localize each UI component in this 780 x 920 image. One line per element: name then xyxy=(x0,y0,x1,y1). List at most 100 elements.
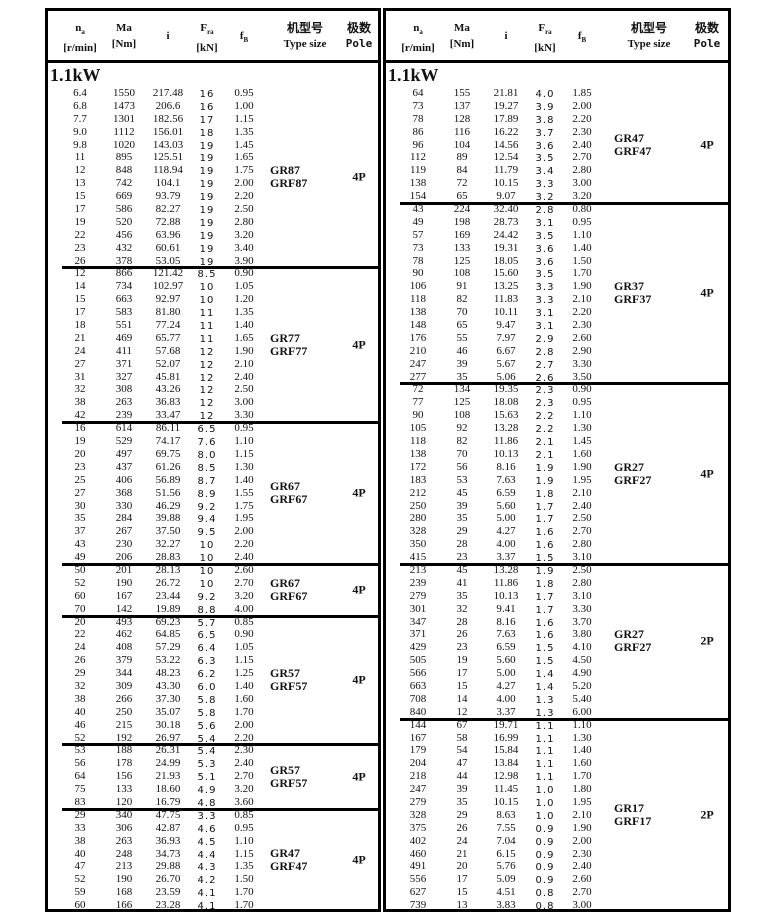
cell-i: 5.00 xyxy=(496,512,516,525)
cell-ma: 742 xyxy=(115,177,133,190)
type-size-name: GRF47 xyxy=(614,144,652,158)
cell-fb: 1.60 xyxy=(234,692,254,705)
cell-fb: 2.40 xyxy=(572,499,592,512)
cell-na: 59 xyxy=(74,886,86,899)
cell-fb: 2.00 xyxy=(572,834,592,847)
cell-ma: 120 xyxy=(115,795,133,808)
cell-na: 12 xyxy=(74,164,86,177)
cell-i: 11.83 xyxy=(493,293,519,306)
cell-i: 26.97 xyxy=(155,731,181,744)
cell-ma: 15 xyxy=(456,679,468,692)
cell-fra: 2.9 xyxy=(535,333,555,345)
cell-fb: 2.70 xyxy=(572,886,592,899)
cell-fb: 3.20 xyxy=(234,783,254,796)
cell-i: 13.25 xyxy=(493,280,519,293)
cell-fb: 2.00 xyxy=(572,99,592,112)
cell-fra: 1.1 xyxy=(535,759,555,771)
cell-fra: 19 xyxy=(199,153,215,165)
header-fb-line: fB xyxy=(564,28,600,48)
header-fb-subscript: B xyxy=(243,36,249,45)
cell-ma: 70 xyxy=(456,306,468,319)
cell-fra: 16 xyxy=(199,89,215,100)
cell-fra: 6.5 xyxy=(197,424,217,436)
cell-na: 77 xyxy=(412,396,424,409)
header-type-en: Type size xyxy=(283,38,327,50)
cell-fra: 2.8 xyxy=(535,205,555,217)
cell-i: 10.15 xyxy=(493,177,519,190)
cell-ma: 406 xyxy=(115,473,133,486)
cell-ma: 104 xyxy=(453,138,471,151)
cell-na: 42 xyxy=(74,409,86,422)
cell-fra: 3.5 xyxy=(535,269,555,281)
cell-na: 70 xyxy=(74,602,86,615)
cell-i: 92.97 xyxy=(155,293,181,306)
cell-i: 3.37 xyxy=(496,551,516,564)
type-size-label: GR27 GRF27 xyxy=(614,628,651,654)
cell-i: 182.56 xyxy=(152,112,184,125)
header-fra-line: Fra xyxy=(528,20,562,40)
cell-ma: 1112 xyxy=(113,125,135,138)
cell-na: 179 xyxy=(409,744,427,757)
cell-fb: 1.05 xyxy=(234,641,254,654)
header-fra-line: Fra xyxy=(190,20,224,40)
cell-i: 8.16 xyxy=(496,460,516,473)
cell-na: 38 xyxy=(74,834,86,847)
cell-ma: 32 xyxy=(456,602,468,615)
cell-ma: 70 xyxy=(456,447,468,460)
cell-i: 61.26 xyxy=(155,460,181,473)
cell-i: 21.81 xyxy=(493,87,519,99)
cell-fra: 8.0 xyxy=(197,449,217,461)
cell-ma: 55 xyxy=(456,331,468,344)
cell-fra: 1.7 xyxy=(535,514,555,526)
cell-na: 210 xyxy=(409,344,427,357)
cell-ma: 206 xyxy=(115,551,133,564)
cell-fb: 1.95 xyxy=(572,795,592,808)
cell-i: 26.70 xyxy=(155,873,181,886)
cell-ma: 35 xyxy=(456,795,468,808)
cell-fb: 0.95 xyxy=(234,422,254,435)
cell-fb: 1.30 xyxy=(572,731,592,744)
left-table: na [r/min] Ma [Nm] i Fra [kN] fB 机型号 Type size 极数 P… xyxy=(45,8,381,912)
cell-i: 15.60 xyxy=(493,267,519,280)
cell-i: 53.22 xyxy=(155,654,181,667)
cell-fb: 3.20 xyxy=(572,190,592,203)
cell-fb: 2.80 xyxy=(572,164,592,177)
cell-i: 5.76 xyxy=(496,860,516,873)
cell-i: 8.16 xyxy=(496,615,516,628)
cell-na: 371 xyxy=(409,628,427,641)
cell-fra: 1.5 xyxy=(535,643,555,655)
cell-fb: 1.90 xyxy=(572,821,592,834)
cell-fra: 2.7 xyxy=(535,359,555,371)
cell-na: 13 xyxy=(74,177,86,190)
cell-na: 154 xyxy=(409,190,427,203)
type-size-name: GRF57 xyxy=(270,775,308,790)
cell-fb: 1.65 xyxy=(234,331,254,344)
cell-i: 11.86 xyxy=(493,435,519,448)
cell-fra: 1.1 xyxy=(535,746,555,758)
cell-fb: 2.20 xyxy=(234,538,254,551)
type-size-name: GRF37 xyxy=(614,292,652,307)
cell-na: 26 xyxy=(74,254,86,267)
cell-i: 7.63 xyxy=(496,628,516,641)
header-type-cn: 机型号 xyxy=(630,21,667,35)
cell-na: 52 xyxy=(74,576,86,589)
cell-na: 250 xyxy=(409,499,427,512)
cell-fb: 3.60 xyxy=(234,795,254,808)
cell-fra: 3.3 xyxy=(535,295,555,307)
cell-fra: 2.8 xyxy=(535,346,555,358)
cell-fra: 3.5 xyxy=(535,230,555,242)
cell-na: 15 xyxy=(74,190,86,203)
type-size-name: GRF67 xyxy=(270,588,308,603)
cell-fra: 12 xyxy=(199,385,215,397)
header-na-line: na xyxy=(60,20,100,40)
cell-ma: 379 xyxy=(115,654,133,667)
header-pole: 极数 Pole xyxy=(340,20,378,52)
cell-na: 56 xyxy=(74,757,86,770)
cell-fb: 1.40 xyxy=(234,319,254,332)
cell-na: 40 xyxy=(74,847,86,860)
cell-fra: 19 xyxy=(199,140,215,152)
type-group: 20 493 69.23 5.7 0.85 22 462 64.85 6.5 0.90 24 408 5… xyxy=(48,614,378,745)
type-group: 213 45 13.28 1.9 2.50 239 41 11.86 1.8 2.80 279 35 1… xyxy=(386,562,728,719)
header-ma-line: [Nm] xyxy=(442,36,482,52)
cell-i: 24.99 xyxy=(155,757,181,770)
